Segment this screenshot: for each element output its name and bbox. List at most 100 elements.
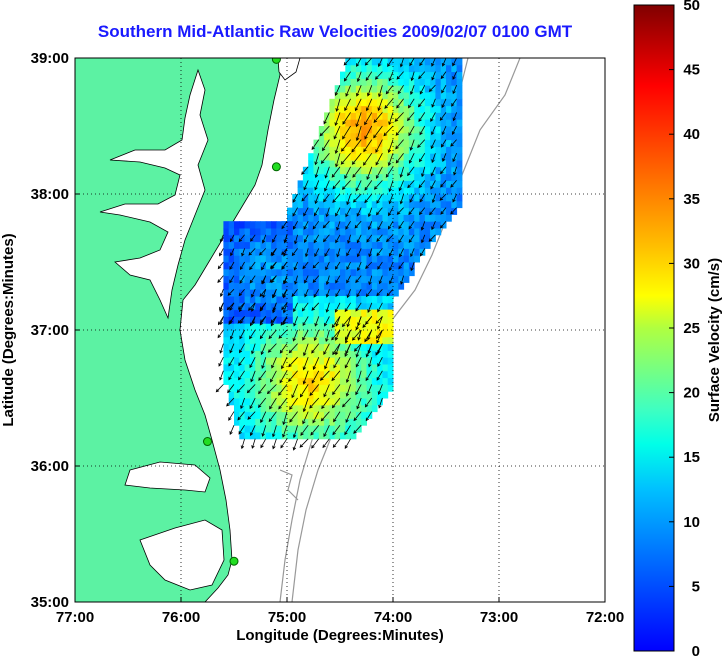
velocity-cell bbox=[271, 296, 277, 304]
velocity-cell bbox=[265, 418, 272, 426]
velocity-arrow bbox=[452, 71, 457, 80]
velocity-arrow bbox=[396, 71, 404, 80]
velocity-cell bbox=[366, 377, 373, 385]
velocity-cell bbox=[318, 357, 325, 365]
velocity-cell bbox=[302, 200, 309, 209]
velocity-arrow bbox=[354, 98, 362, 112]
velocity-arrow bbox=[450, 180, 457, 188]
velocity-arrow bbox=[355, 343, 362, 358]
velocity-cell bbox=[340, 228, 346, 236]
velocity-cell bbox=[276, 432, 283, 440]
velocity-cell bbox=[435, 119, 442, 127]
velocity-cell bbox=[318, 275, 325, 283]
velocity-arrow bbox=[368, 357, 373, 368]
velocity-arrow bbox=[377, 302, 383, 313]
velocity-cell bbox=[446, 64, 452, 73]
velocity-cell bbox=[329, 221, 336, 229]
velocity-cell bbox=[334, 146, 341, 154]
velocity-cell bbox=[387, 350, 394, 358]
velocity-arrow bbox=[430, 180, 436, 190]
velocity-cell bbox=[334, 255, 341, 263]
velocity-cell bbox=[340, 78, 346, 86]
velocity-arrow bbox=[288, 370, 298, 382]
velocity-arrow bbox=[366, 234, 373, 243]
velocity-cell bbox=[292, 309, 299, 317]
velocity-arrow bbox=[398, 261, 404, 270]
velocity-cell bbox=[451, 207, 458, 215]
velocity-cell bbox=[345, 98, 352, 107]
velocity-cell bbox=[387, 377, 394, 385]
velocity-arrow bbox=[410, 85, 415, 95]
velocity-arrow bbox=[281, 248, 288, 256]
velocity-cell bbox=[361, 370, 367, 379]
velocity-arrow bbox=[314, 207, 320, 217]
velocity-cell bbox=[329, 139, 336, 147]
velocity-cell bbox=[361, 119, 367, 127]
velocity-cell bbox=[308, 425, 314, 433]
velocity-cell bbox=[424, 234, 431, 243]
velocity-cell bbox=[271, 377, 277, 385]
velocity-cell bbox=[393, 241, 399, 249]
velocity-cell bbox=[371, 221, 378, 229]
velocity-cell bbox=[334, 404, 341, 413]
velocity-cell bbox=[318, 425, 325, 433]
velocity-cell bbox=[340, 248, 346, 256]
velocity-arrow bbox=[334, 139, 341, 154]
velocity-cell bbox=[424, 187, 431, 195]
velocity-arrow bbox=[215, 384, 224, 393]
velocity-cell bbox=[265, 296, 272, 304]
velocity-cell bbox=[313, 391, 320, 399]
velocity-cell bbox=[451, 132, 458, 141]
velocity-cell bbox=[340, 153, 346, 161]
velocity-arrow bbox=[364, 58, 373, 66]
velocity-arrow bbox=[259, 248, 267, 256]
velocity-cell bbox=[249, 364, 256, 372]
velocity-cell bbox=[361, 85, 367, 93]
velocity-cell bbox=[308, 309, 314, 317]
velocity-cell bbox=[382, 282, 389, 290]
velocity-cell bbox=[271, 391, 277, 399]
velocity-cell bbox=[361, 132, 367, 141]
velocity-arrow bbox=[431, 221, 436, 231]
velocity-cell bbox=[271, 343, 277, 351]
velocity-cell bbox=[350, 241, 357, 249]
velocity-cell bbox=[276, 425, 283, 433]
velocity-arrow bbox=[387, 153, 394, 167]
velocity-cell bbox=[361, 309, 367, 317]
velocity-cell bbox=[255, 370, 261, 379]
velocity-cell bbox=[313, 228, 320, 236]
velocity-cell bbox=[403, 58, 410, 59]
velocity-arrow bbox=[365, 370, 373, 382]
velocity-cell bbox=[350, 92, 357, 100]
velocity-cell bbox=[297, 180, 304, 188]
velocity-cell bbox=[329, 214, 336, 222]
velocity-cell bbox=[313, 214, 320, 222]
velocity-cell bbox=[382, 323, 389, 331]
velocity-cell bbox=[302, 194, 309, 202]
velocity-cell bbox=[350, 221, 357, 229]
velocity-cell bbox=[313, 418, 320, 426]
velocity-cell bbox=[276, 411, 283, 419]
velocity-cell bbox=[271, 364, 277, 372]
velocity-cell bbox=[265, 323, 272, 331]
velocity-cell bbox=[318, 126, 325, 134]
velocity-cell bbox=[223, 323, 230, 331]
velocity-arrow bbox=[452, 85, 457, 95]
velocity-cell bbox=[249, 377, 256, 385]
velocity-cell bbox=[271, 255, 277, 263]
velocity-cell bbox=[446, 166, 452, 175]
velocity-cell bbox=[398, 58, 405, 59]
velocity-arrow bbox=[269, 397, 277, 410]
velocity-cell bbox=[424, 221, 431, 229]
velocity-cell bbox=[371, 336, 378, 345]
velocity-cell bbox=[403, 139, 410, 147]
velocity-cell bbox=[340, 105, 346, 113]
velocity-cell bbox=[234, 398, 240, 406]
velocity-arrow bbox=[377, 58, 383, 68]
velocity-cell bbox=[414, 160, 420, 168]
velocity-cell bbox=[403, 180, 410, 188]
velocity-cell bbox=[223, 364, 230, 372]
velocity-cell bbox=[355, 391, 362, 399]
velocity-cell bbox=[324, 330, 330, 338]
velocity-cell bbox=[371, 398, 378, 406]
